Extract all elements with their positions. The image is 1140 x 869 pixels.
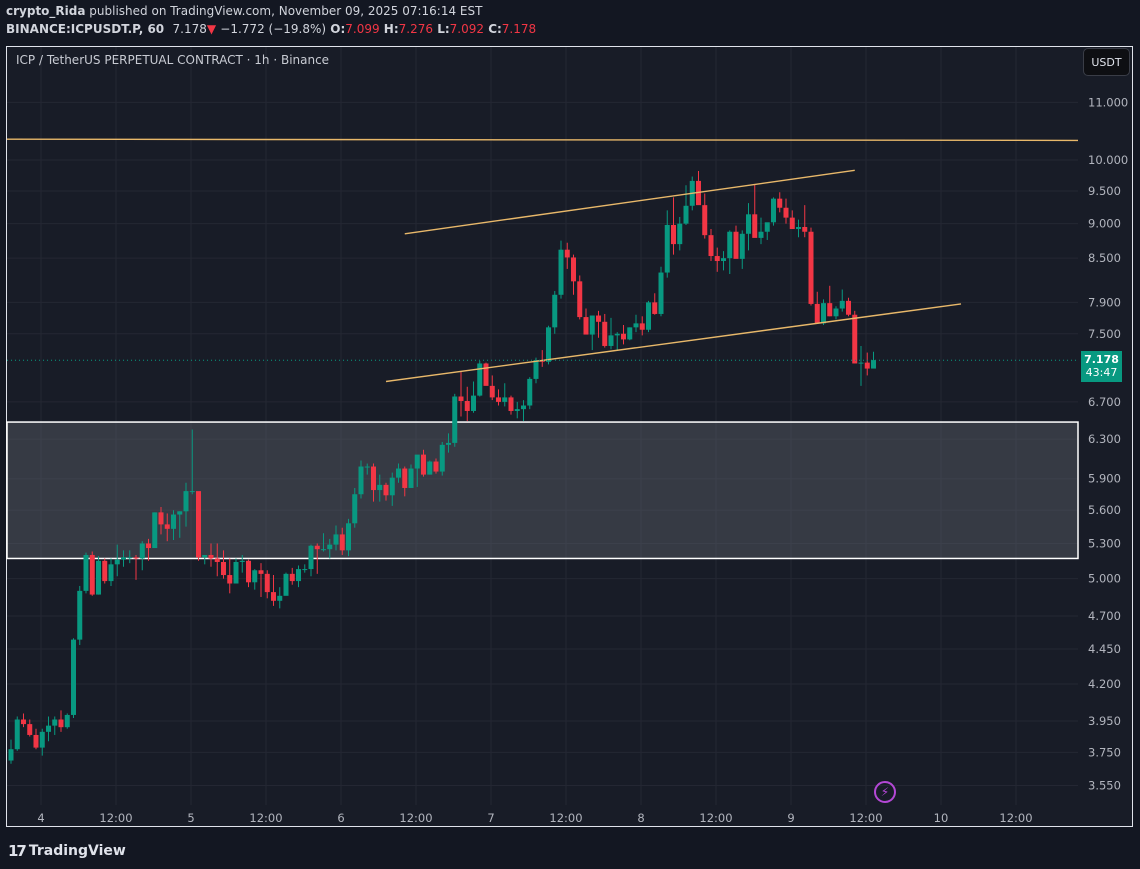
lightning-icon[interactable]: ⚡	[874, 781, 896, 803]
symbol-interval: BINANCE:ICPUSDT.P, 60	[6, 22, 165, 36]
candles	[8, 170, 876, 764]
high-value: 7.276	[398, 22, 433, 36]
last-price-tag: 7.178 43:47	[1081, 351, 1122, 382]
svg-text:11.000: 11.000	[1088, 95, 1128, 109]
author-name[interactable]: crypto_Rida	[6, 4, 86, 18]
svg-text:5.300: 5.300	[1088, 536, 1121, 550]
published-text: published on TradingView.com, November 0…	[89, 4, 483, 18]
svg-text:10.000: 10.000	[1088, 153, 1128, 167]
svg-text:3.950: 3.950	[1088, 714, 1121, 728]
svg-text:10: 10	[934, 811, 949, 825]
svg-text:4.700: 4.700	[1088, 609, 1121, 623]
last-price-value: 7.178	[1084, 353, 1119, 366]
chart-title: ICP / TetherUS PERPETUAL CONTRACT · 1h ·…	[16, 53, 330, 67]
svg-text:3.750: 3.750	[1088, 745, 1121, 759]
svg-text:12:00: 12:00	[699, 811, 732, 825]
open-value: 7.099	[345, 22, 380, 36]
publish-info: crypto_Rida published on TradingView.com…	[6, 4, 482, 18]
svg-text:9.000: 9.000	[1088, 217, 1121, 231]
price-change: −1.772 (−19.8%)	[220, 22, 327, 36]
svg-text:12:00: 12:00	[849, 811, 882, 825]
tradingview-logo-icon: 17	[8, 842, 27, 860]
svg-text:7.500: 7.500	[1088, 327, 1121, 341]
close-value: 7.178	[501, 22, 537, 36]
low-value: 7.092	[449, 22, 484, 36]
svg-text:9.500: 9.500	[1088, 184, 1121, 198]
last-price: 7.178	[172, 22, 207, 36]
high-label: H:	[383, 22, 399, 36]
close-label: C:	[488, 22, 502, 36]
svg-text:5: 5	[187, 811, 194, 825]
svg-text:6.700: 6.700	[1088, 395, 1121, 409]
svg-text:4.200: 4.200	[1088, 677, 1121, 691]
down-arrow-icon: ▼	[206, 22, 217, 36]
svg-text:7: 7	[487, 811, 494, 825]
low-label: L:	[437, 22, 450, 36]
currency-button[interactable]: USDT	[1083, 48, 1130, 76]
svg-text:4.450: 4.450	[1088, 642, 1121, 656]
brand-name: TradingView	[28, 843, 126, 859]
svg-text:12:00: 12:00	[549, 811, 582, 825]
svg-text:8: 8	[637, 811, 644, 825]
price-axis[interactable]: 11.000 10.000 9.500 9.000 8.500 7.900 7.500 6.7…	[1088, 95, 1128, 792]
open-label: O:	[330, 22, 346, 36]
bar-countdown: 43:47	[1085, 366, 1118, 379]
grid-lines	[7, 47, 1078, 805]
svg-text:6: 6	[337, 811, 344, 825]
svg-text:8.500: 8.500	[1088, 251, 1121, 265]
svg-text:5.600: 5.600	[1088, 503, 1121, 517]
tradingview-brand[interactable]: 17 TradingView	[8, 842, 126, 860]
chart-frame[interactable]	[6, 46, 1133, 827]
svg-text:5.900: 5.900	[1088, 472, 1121, 486]
svg-text:7.900: 7.900	[1088, 295, 1121, 309]
svg-text:9: 9	[787, 811, 794, 825]
svg-text:4: 4	[37, 811, 44, 825]
svg-text:12:00: 12:00	[249, 811, 282, 825]
svg-text:5.000: 5.000	[1088, 572, 1121, 586]
svg-text:12:00: 12:00	[399, 811, 432, 825]
trend-lines[interactable]	[6, 138, 1079, 383]
svg-text:3.550: 3.550	[1088, 779, 1121, 793]
svg-text:6.300: 6.300	[1088, 432, 1121, 446]
svg-text:12:00: 12:00	[99, 811, 132, 825]
svg-text:12:00: 12:00	[999, 811, 1032, 825]
time-axis[interactable]: 4 12:00 5 12:00 6 12:00 7 12:00 8 12:00 9 12:00 10 12…	[37, 811, 1032, 825]
symbol-info-line: BINANCE:ICPUSDT.P, 60 7.178▼ −1.772 (−19…	[6, 22, 536, 36]
